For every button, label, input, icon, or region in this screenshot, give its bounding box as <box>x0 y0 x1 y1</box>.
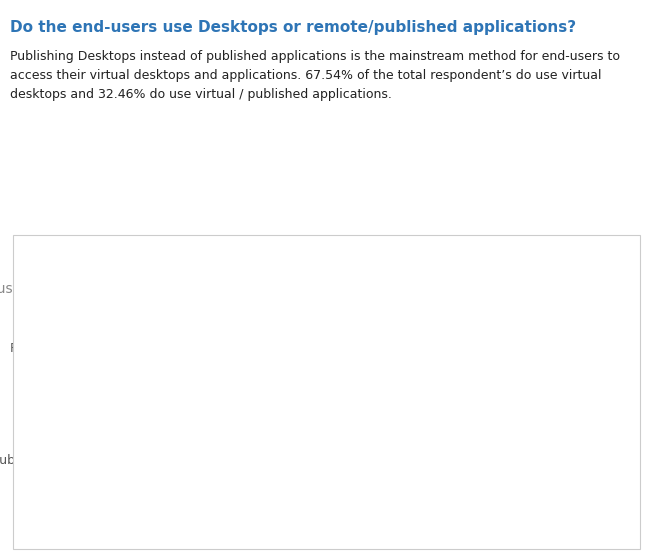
Text: Publishing Desktops instead of published applications is the mainstream method f: Publishing Desktops instead of published… <box>10 50 620 101</box>
Text: 67.54: 67.54 <box>531 340 567 354</box>
Bar <box>140 444 326 475</box>
Polygon shape <box>539 455 592 531</box>
Text: Do the end-users use Desktops or remote/published applications?
what is the rati: Do the end-users use Desktops or remote/… <box>0 282 372 312</box>
Polygon shape <box>492 455 545 531</box>
Text: LIKE A PRO: LIKE A PRO <box>520 517 564 523</box>
Text: VDI: VDI <box>524 470 560 488</box>
Bar <box>140 332 526 363</box>
Polygon shape <box>482 514 602 526</box>
Text: Do the end-users use Desktops or remote/published applications?: Do the end-users use Desktops or remote/… <box>10 20 576 35</box>
Text: 32.46: 32.46 <box>330 452 366 466</box>
